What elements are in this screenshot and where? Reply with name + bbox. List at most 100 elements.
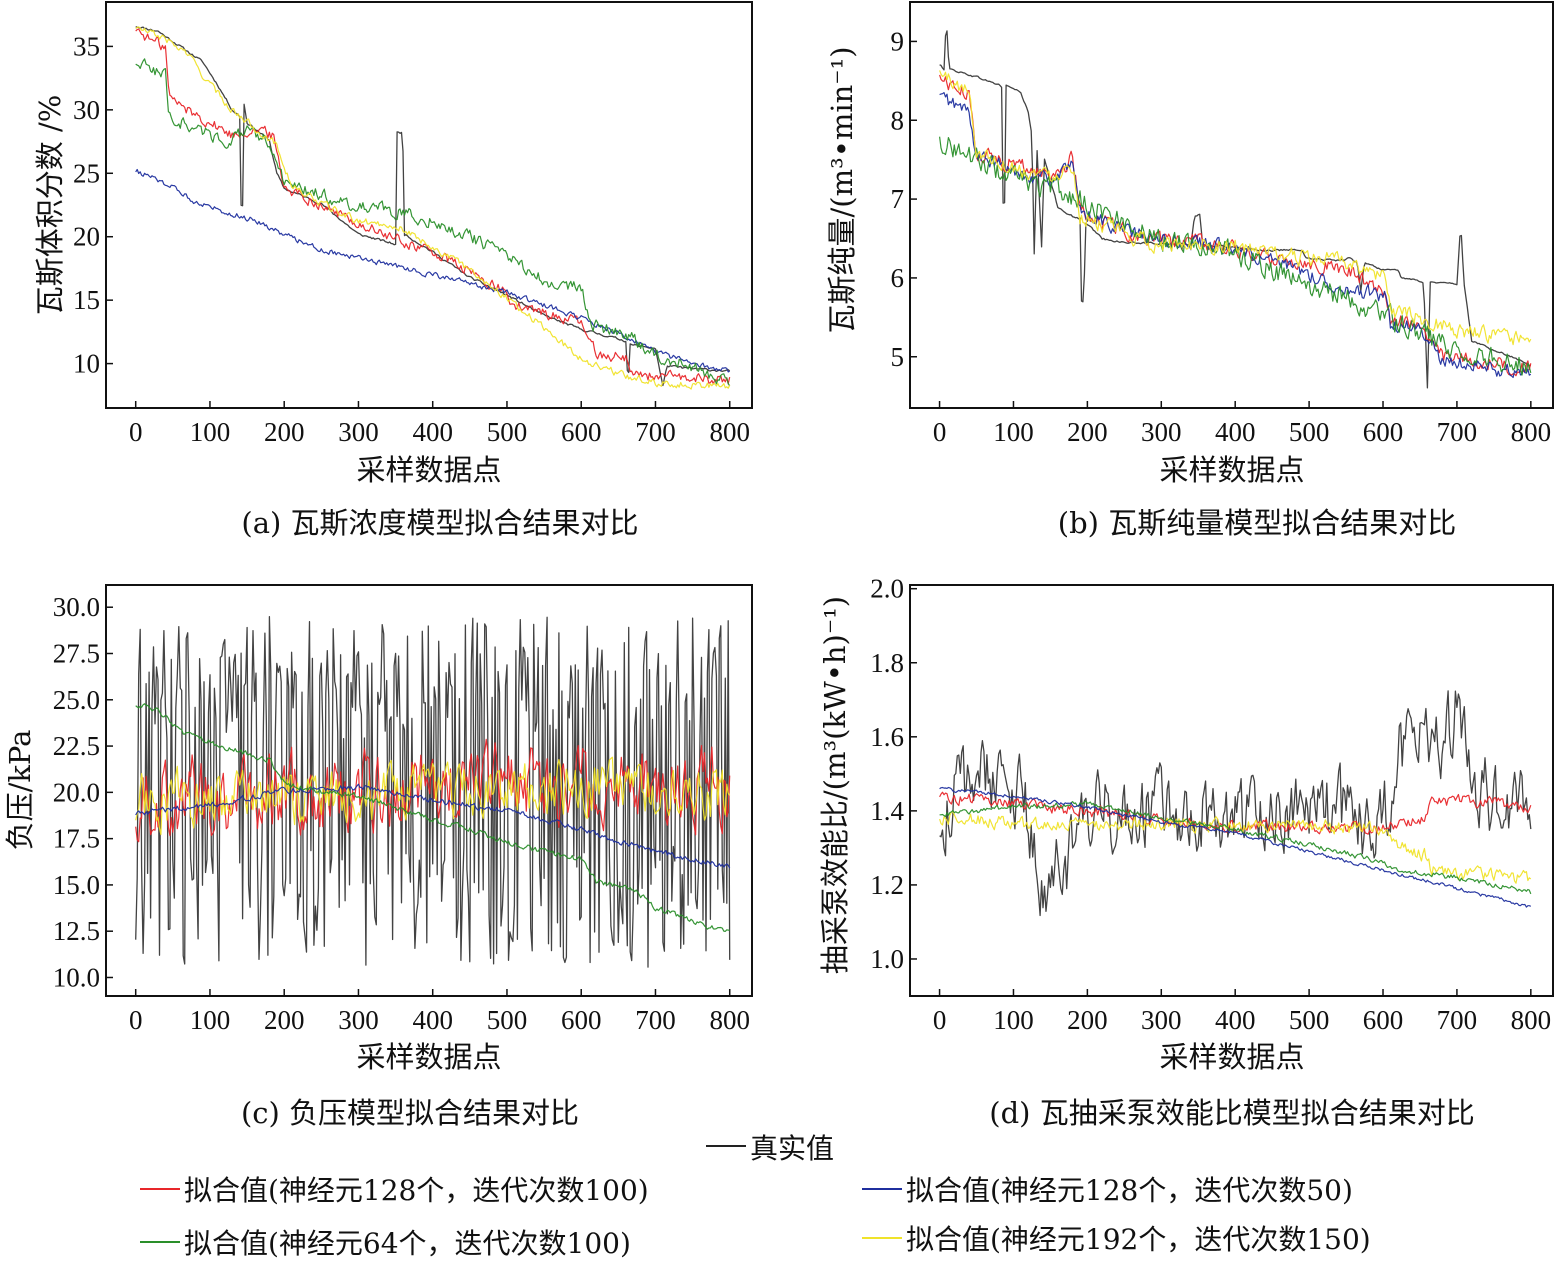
panel-a-series-n192i150	[135, 26, 731, 390]
panel-a-y-tick-label: 30	[73, 95, 100, 125]
panel-c-series-n128i100	[135, 738, 731, 843]
panel-d-y-tick-label: 2.0	[870, 574, 904, 604]
panel-d-plot-frame	[909, 584, 1554, 997]
panel-a-x-tick-label: 600	[561, 417, 602, 447]
panel-c: 0 100 200 300 400 500 600 700 800 10.0 12.5 15.0 17…	[3, 584, 753, 1130]
panel-d-y-tick-label: 1.8	[870, 648, 904, 678]
panel-a-x-tick-label: 200	[264, 417, 305, 447]
panel-b-x-axis-label: 采样数据点	[1159, 453, 1304, 487]
panel-b-y-tick-label: 5	[891, 342, 905, 372]
panel-a-x-tick-label: 0	[129, 417, 143, 447]
panel-a-series-n64i100	[135, 58, 731, 387]
panel-c-y-tick-label: 25.0	[53, 685, 100, 715]
panel-c-caption: (c) 负压模型拟合结果对比	[241, 1096, 579, 1130]
panel-d-x-tick-label: 300	[1141, 1005, 1182, 1035]
panel-b-y-axis-label: 瓦斯纯量/(m³•min⁻¹)	[825, 46, 859, 333]
panel-c-y-tick-label: 15.0	[53, 870, 100, 900]
panel-d-x-tick-label: 700	[1437, 1005, 1478, 1035]
panel-b-x-tick-label: 800	[1511, 417, 1552, 447]
legend-item-n128i100: 拟合值(神经元128个，迭代次数100)	[140, 1174, 649, 1207]
panel-c-x-tick-label: 500	[487, 1005, 528, 1035]
panel-d-y-axis-label: 抽采泵效能比/(m³(kW•h)⁻¹)	[818, 596, 852, 974]
panel-c-y-tick-label: 12.5	[53, 916, 100, 946]
panel-b-series-n192i150	[939, 70, 1532, 346]
panel-a-y-tick-label: 20	[73, 222, 100, 252]
panel-a-series-n128i50	[135, 168, 730, 373]
panel-d-series-n64i100	[939, 800, 1532, 895]
panel-a-series-n128i100	[135, 28, 731, 385]
panel-d-caption: (d) 瓦抽采泵效能比模型拟合结果对比	[989, 1096, 1474, 1130]
legend-item-actual: 真实值	[706, 1132, 834, 1165]
panel-b-y-tick-label: 8	[891, 105, 905, 135]
panel-c-series-n128i50	[135, 783, 731, 869]
panel-a-x-tick-label: 800	[709, 417, 750, 447]
panel-d-series-n192i150	[939, 811, 1532, 884]
panel-d-y-ticks: 1.0 1.2 1.4 1.6 1.8 2.0	[870, 574, 917, 974]
panel-b-x-tick-label: 600	[1363, 417, 1404, 447]
panel-d-x-tick-label: 800	[1511, 1005, 1552, 1035]
panel-b-x-tick-label: 200	[1067, 417, 1108, 447]
panel-a-y-tick-label: 25	[73, 158, 100, 188]
panel-b-x-tick-label: 300	[1141, 417, 1182, 447]
panel-a-x-tick-label: 500	[487, 417, 528, 447]
panel-b-x-tick-label: 100	[993, 417, 1034, 447]
panel-c-y-ticks: 10.0 12.5 15.0 17.5 20.0 22.5 25.0 27.5 30.0	[53, 592, 113, 992]
panel-b-series-n64i100	[939, 136, 1532, 376]
panel-c-plot-frame	[105, 584, 753, 997]
panel-b-y-tick-label: 7	[891, 184, 905, 214]
panel-d-y-tick-label: 1.0	[870, 944, 904, 974]
panel-c-x-tick-label: 600	[561, 1005, 602, 1035]
panel-b-x-tick-label: 0	[933, 417, 947, 447]
panel-b-x-tick-label: 400	[1215, 417, 1256, 447]
panel-b-series-n128i100	[939, 74, 1532, 377]
panel-a-y-tick-label: 35	[73, 31, 100, 61]
panel-c-x-tick-label: 200	[264, 1005, 305, 1035]
panel-b-series	[939, 30, 1532, 389]
panel-a-x-tick-label: 100	[190, 417, 231, 447]
panel-b-caption: (b) 瓦斯纯量模型拟合结果对比	[1058, 506, 1456, 540]
panel-d-x-tick-label: 100	[993, 1005, 1034, 1035]
panel-c-y-tick-label: 22.5	[53, 731, 100, 761]
panel-b-y-tick-label: 6	[891, 263, 905, 293]
legend-label-n128i50: 拟合值(神经元128个，迭代次数50)	[906, 1174, 1353, 1207]
panel-a-y-tick-label: 10	[73, 349, 100, 379]
panel-b-y-tick-label: 9	[891, 26, 905, 56]
panel-a: 0 100 200 300 400 500 600 700 800 10 15 20 25 30 35 采…	[33, 1, 753, 540]
panel-d-x-tick-label: 400	[1215, 1005, 1256, 1035]
panel-b-x-ticks: 0 100 200 300 400 500 600 700 800	[933, 401, 1551, 447]
panel-a-x-axis-label: 采样数据点	[356, 453, 501, 487]
panel-c-y-tick-label: 30.0	[53, 592, 100, 622]
legend-label-actual: 真实值	[750, 1132, 834, 1165]
panel-a-series	[135, 25, 731, 390]
panel-a-x-tick-label: 300	[338, 417, 379, 447]
panel-a-plot-frame	[105, 1, 753, 409]
legend-label-n192i150: 拟合值(神经元192个，迭代次数150)	[906, 1223, 1371, 1256]
legend-item-n64i100: 拟合值(神经元64个，迭代次数100)	[140, 1227, 631, 1260]
legend: 真实值 拟合值(神经元128个，迭代次数100) 拟合值(神经元128个，迭代次…	[140, 1132, 1371, 1260]
panel-c-x-tick-label: 0	[129, 1005, 143, 1035]
panel-a-x-tick-label: 700	[635, 417, 676, 447]
panel-c-y-tick-label: 17.5	[53, 824, 100, 854]
panel-c-y-tick-label: 20.0	[53, 777, 100, 807]
panel-d-series	[939, 690, 1532, 917]
panel-d-x-ticks: 0 100 200 300 400 500 600 700 800	[933, 989, 1551, 1035]
panel-c-x-tick-label: 100	[190, 1005, 231, 1035]
panel-b-plot-frame	[909, 1, 1554, 409]
panel-a-y-tick-label: 15	[73, 285, 100, 315]
panel-c-x-axis-label: 采样数据点	[356, 1040, 501, 1074]
panel-c-series-actual	[135, 616, 731, 968]
panel-c-x-tick-label: 400	[412, 1005, 453, 1035]
panel-d-series-n128i50	[939, 786, 1532, 908]
panel-d-x-tick-label: 0	[933, 1005, 947, 1035]
panel-c-x-tick-label: 800	[709, 1005, 750, 1035]
panel-d-x-tick-label: 600	[1363, 1005, 1404, 1035]
legend-item-n192i150: 拟合值(神经元192个，迭代次数150)	[862, 1223, 1371, 1256]
panel-c-series	[135, 616, 731, 968]
panel-d-series-n128i100	[939, 791, 1532, 835]
panel-b-x-tick-label: 700	[1437, 417, 1478, 447]
panel-d-x-axis-label: 采样数据点	[1159, 1040, 1304, 1074]
panel-c-x-tick-label: 300	[338, 1005, 379, 1035]
panel-b-y-ticks: 5 6 7 8 9	[891, 26, 917, 372]
panel-c-series-n192i150	[135, 756, 731, 836]
